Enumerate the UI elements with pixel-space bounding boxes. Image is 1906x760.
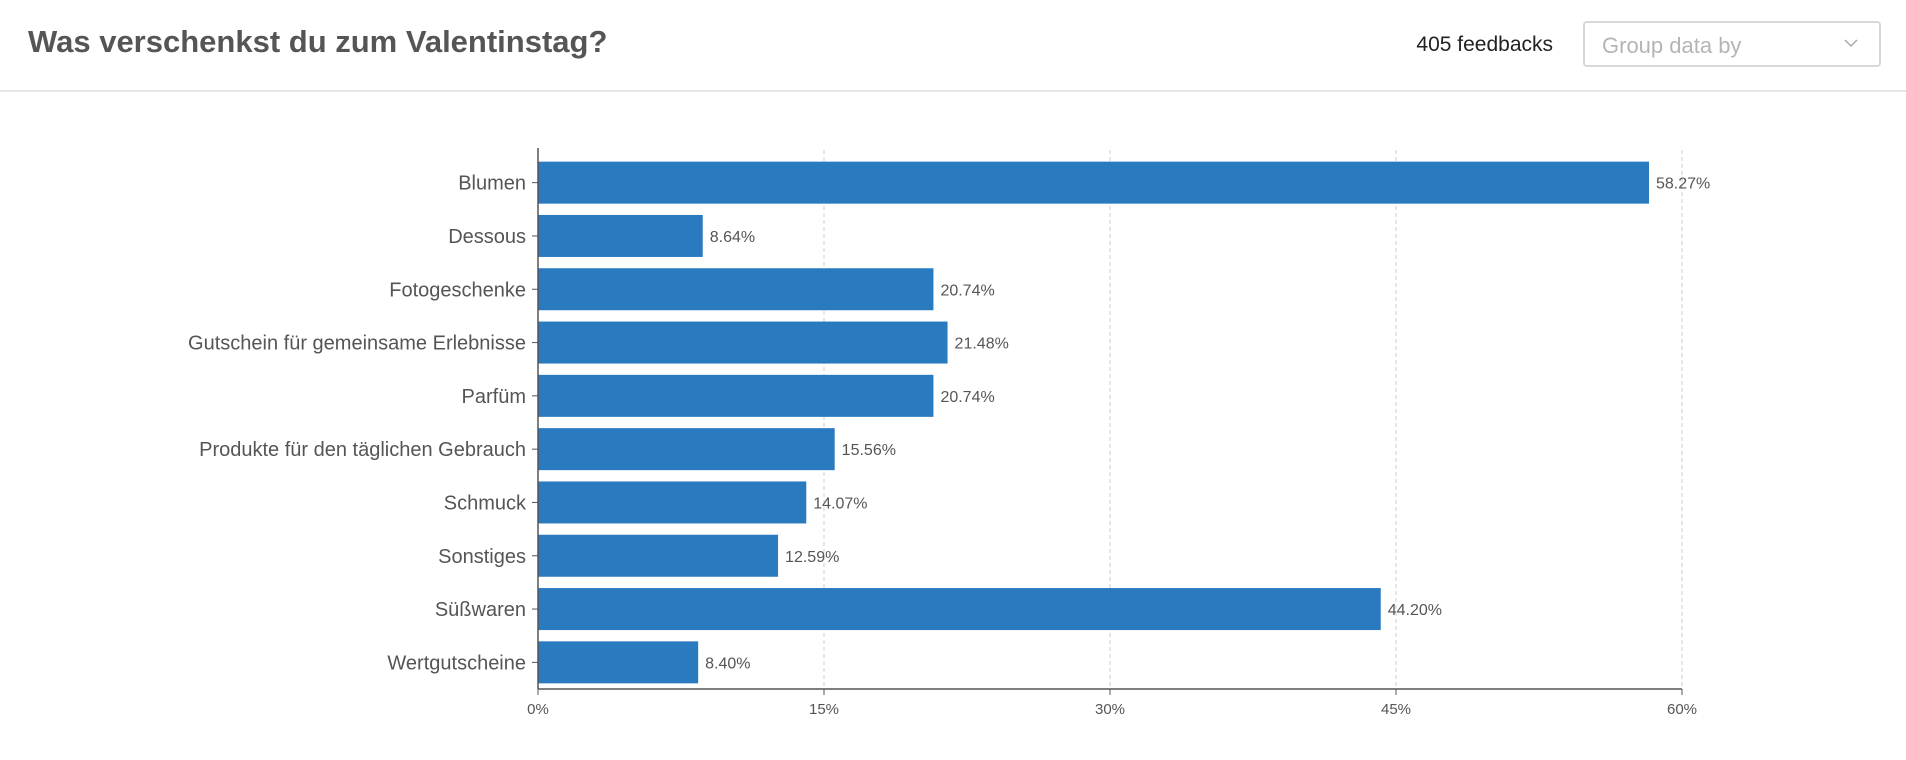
bar <box>538 374 934 417</box>
axes <box>532 148 1683 695</box>
category-label: Schmuck <box>444 492 527 514</box>
x-tick-label: 45% <box>1381 701 1411 718</box>
bars <box>538 161 1650 684</box>
bar <box>538 428 835 471</box>
labels: 0% 15% 30% 45% 60% 58.27% Blumen 8.64% Dessous 20… <box>188 173 1710 718</box>
bar-value-label: 15.56% <box>842 442 896 459</box>
x-tick-label: 15% <box>809 701 839 718</box>
feedback-count: 405 feedbacks <box>1416 33 1553 56</box>
category-label: Wertgutscheine <box>387 652 526 674</box>
bar-value-label: 44.20% <box>1388 602 1442 619</box>
bar-value-label: 58.27% <box>1656 176 1710 193</box>
bar <box>538 321 948 364</box>
bar-value-label: 20.74% <box>940 389 994 406</box>
category-label: Produkte für den täglichen Gebrauch <box>199 439 526 461</box>
bar-value-label: 20.74% <box>940 282 994 299</box>
bar-value-label: 14.07% <box>813 495 867 512</box>
category-label: Blumen <box>458 173 526 195</box>
bar <box>538 588 1381 631</box>
bar-value-label: 8.64% <box>710 229 755 246</box>
group-data-placeholder: Group data by <box>1602 33 1742 58</box>
bar <box>538 481 807 524</box>
group-data-select[interactable]: Group data by <box>1583 21 1881 67</box>
bar-chart: 0% 15% 30% 45% 60% 58.27% Blumen 8.64% Dessous 20… <box>188 148 1710 718</box>
page-title: Was verschenkst du zum Valentinstag? <box>28 24 608 59</box>
bar-value-label: 21.48% <box>955 336 1009 353</box>
chevron-down-icon <box>1844 39 1858 48</box>
x-tick-label: 30% <box>1095 701 1125 718</box>
category-label: Dessous <box>448 226 526 248</box>
category-label: Süßwaren <box>435 599 526 621</box>
category-label: Gutschein für gemeinsame Erlebnisse <box>188 333 526 355</box>
category-label: Sonstiges <box>438 546 526 568</box>
bar <box>538 534 779 577</box>
chart-area: 0% 15% 30% 45% 60% 58.27% Blumen 8.64% Dessous 20… <box>0 92 1906 760</box>
bar <box>538 268 934 311</box>
bar <box>538 214 703 257</box>
bar-value-label: 8.40% <box>705 655 750 672</box>
category-label: Parfüm <box>462 386 526 408</box>
category-label: Fotogeschenke <box>389 279 526 301</box>
x-tick-label: 60% <box>1667 701 1697 718</box>
header: Was verschenkst du zum Valentinstag? 405… <box>0 0 1906 92</box>
x-tick-label: 0% <box>527 701 549 718</box>
bar <box>538 641 699 684</box>
bar <box>538 161 1650 204</box>
bar-value-label: 12.59% <box>785 549 839 566</box>
